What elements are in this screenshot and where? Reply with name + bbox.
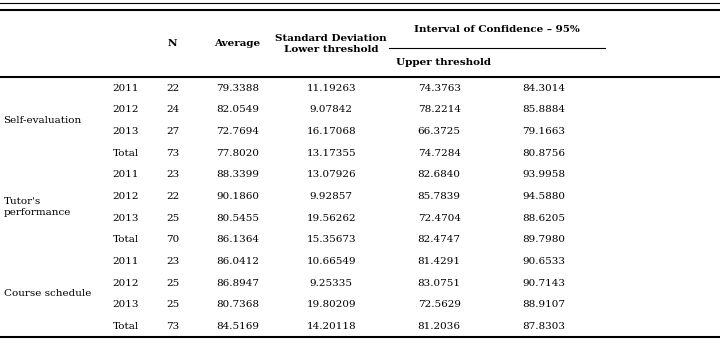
Text: 11.19263: 11.19263 [307, 84, 356, 93]
Text: 74.3763: 74.3763 [418, 84, 461, 93]
Text: 73: 73 [166, 322, 179, 331]
Text: 10.66549: 10.66549 [307, 257, 356, 266]
Text: 72.7694: 72.7694 [216, 127, 259, 136]
Text: 90.6533: 90.6533 [522, 257, 565, 266]
Text: 79.3388: 79.3388 [216, 84, 259, 93]
Text: 27: 27 [166, 127, 179, 136]
Text: 82.6840: 82.6840 [418, 170, 461, 179]
Text: Standard Deviation
Lower threshold: Standard Deviation Lower threshold [275, 34, 387, 54]
Text: 94.5880: 94.5880 [522, 192, 565, 201]
Text: 90.7143: 90.7143 [522, 279, 565, 288]
Text: 85.8884: 85.8884 [522, 105, 565, 114]
Text: 16.17068: 16.17068 [307, 127, 356, 136]
Text: 77.8020: 77.8020 [216, 149, 259, 158]
Text: Course schedule: Course schedule [4, 289, 91, 298]
Text: Upper threshold: Upper threshold [396, 58, 491, 67]
Text: 81.2036: 81.2036 [418, 322, 461, 331]
Text: 2011: 2011 [113, 170, 139, 179]
Text: 15.35673: 15.35673 [307, 235, 356, 244]
Text: 80.8756: 80.8756 [522, 149, 565, 158]
Text: Total: Total [113, 149, 139, 158]
Text: 2013: 2013 [113, 300, 139, 309]
Text: 85.7839: 85.7839 [418, 192, 461, 201]
Text: 78.2214: 78.2214 [418, 105, 461, 114]
Text: 82.4747: 82.4747 [418, 235, 461, 244]
Text: Self-evaluation: Self-evaluation [4, 116, 82, 125]
Text: 2011: 2011 [113, 257, 139, 266]
Text: 13.07926: 13.07926 [307, 170, 356, 179]
Text: Total: Total [113, 235, 139, 244]
Text: 80.7368: 80.7368 [216, 300, 259, 309]
Text: 2012: 2012 [113, 105, 139, 114]
Text: 13.17355: 13.17355 [307, 149, 356, 158]
Text: Tutor's
performance: Tutor's performance [4, 197, 71, 217]
Text: N: N [168, 39, 178, 49]
Text: 88.6205: 88.6205 [522, 214, 565, 223]
Text: 9.25335: 9.25335 [310, 279, 353, 288]
Text: 88.9107: 88.9107 [522, 300, 565, 309]
Text: 70: 70 [166, 235, 179, 244]
Text: Total: Total [113, 322, 139, 331]
Text: Interval of Confidence – 95%: Interval of Confidence – 95% [414, 25, 580, 34]
Text: 86.0412: 86.0412 [216, 257, 259, 266]
Text: 84.5169: 84.5169 [216, 322, 259, 331]
Text: 9.92857: 9.92857 [310, 192, 353, 201]
Text: 80.5455: 80.5455 [216, 214, 259, 223]
Text: 72.4704: 72.4704 [418, 214, 461, 223]
Text: 87.8303: 87.8303 [522, 322, 565, 331]
Text: 66.3725: 66.3725 [418, 127, 461, 136]
Text: 89.7980: 89.7980 [522, 235, 565, 244]
Text: 23: 23 [166, 170, 179, 179]
Text: 2013: 2013 [113, 214, 139, 223]
Text: 90.1860: 90.1860 [216, 192, 259, 201]
Text: 73: 73 [166, 149, 179, 158]
Text: 19.56262: 19.56262 [307, 214, 356, 223]
Text: 84.3014: 84.3014 [522, 84, 565, 93]
Text: 25: 25 [166, 300, 179, 309]
Text: 2012: 2012 [113, 279, 139, 288]
Text: 14.20118: 14.20118 [307, 322, 356, 331]
Text: 9.07842: 9.07842 [310, 105, 353, 114]
Text: 2012: 2012 [113, 192, 139, 201]
Text: 72.5629: 72.5629 [418, 300, 461, 309]
Text: 86.8947: 86.8947 [216, 279, 259, 288]
Text: 25: 25 [166, 279, 179, 288]
Text: 2011: 2011 [113, 84, 139, 93]
Text: 83.0751: 83.0751 [418, 279, 461, 288]
Text: 86.1364: 86.1364 [216, 235, 259, 244]
Text: 24: 24 [166, 105, 179, 114]
Text: 88.3399: 88.3399 [216, 170, 259, 179]
Text: 74.7284: 74.7284 [418, 149, 461, 158]
Text: 2013: 2013 [113, 127, 139, 136]
Text: 19.80209: 19.80209 [307, 300, 356, 309]
Text: 23: 23 [166, 257, 179, 266]
Text: 22: 22 [166, 192, 179, 201]
Text: 93.9958: 93.9958 [522, 170, 565, 179]
Text: 79.1663: 79.1663 [522, 127, 565, 136]
Text: Average: Average [215, 39, 261, 49]
Text: 81.4291: 81.4291 [418, 257, 461, 266]
Text: 22: 22 [166, 84, 179, 93]
Text: 25: 25 [166, 214, 179, 223]
Text: 82.0549: 82.0549 [216, 105, 259, 114]
